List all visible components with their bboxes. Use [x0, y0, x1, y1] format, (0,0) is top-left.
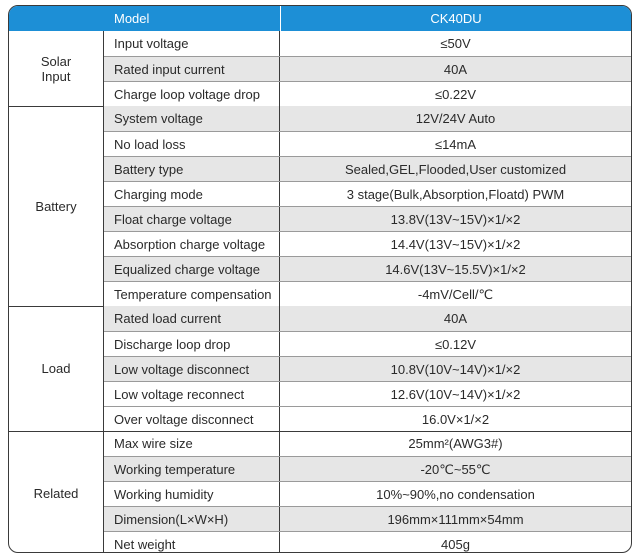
table-row: Float charge voltage 13.8V(13V~15V)×1/×2	[104, 206, 631, 232]
param-name: Working humidity	[104, 482, 280, 507]
table-row: Max wire size 25mm²(AWG3#)	[104, 431, 631, 456]
param-value: 25mm²(AWG3#)	[408, 436, 503, 451]
param-value: 14.4V(13V~15V)×1/×2	[390, 237, 521, 252]
table-row: Discharge loop drop ≤0.12V	[104, 331, 631, 357]
param-value: 3 stage(Bulk,Absorption,Floatd) PWM	[346, 187, 565, 202]
param-value: -20℃~55℃	[420, 462, 491, 477]
param-value: -4mV/Cell/℃	[417, 287, 494, 302]
param-name: Low voltage disconnect	[104, 357, 280, 382]
param-name: Low voltage reconnect	[104, 382, 280, 407]
group-divider	[9, 431, 631, 432]
param-name: Equalized charge voltage	[104, 257, 280, 282]
group-label: Related	[9, 431, 104, 552]
param-name: No load loss	[104, 132, 280, 157]
param-value: 10.8V(10V~14V)×1/×2	[390, 362, 521, 377]
group-label: Battery	[9, 106, 104, 306]
group-label: Load	[9, 306, 104, 431]
spec-table: Model CK40DU Input voltage ≤50V Rated inpu…	[8, 5, 632, 553]
table-row: Input voltage ≤50V	[104, 31, 631, 56]
param-value: ≤0.22V	[434, 87, 477, 102]
param-name: Charge loop voltage drop	[104, 82, 280, 107]
param-value: 16.0V×1/×2	[421, 412, 490, 427]
param-value: 10%~90%,no condensation	[376, 487, 535, 502]
table-row: Equalized charge voltage 14.6V(13V~15.5V)…	[104, 256, 631, 282]
model-label: Model	[114, 11, 150, 26]
table-row: Low voltage disconnect 10.8V(10V~14V)×1/×…	[104, 356, 631, 382]
header-divider	[280, 6, 281, 31]
group-label: Solar Input	[9, 31, 104, 106]
param-value: Sealed,GEL,Flooded,User customized	[344, 162, 567, 177]
param-name: Charging mode	[104, 182, 280, 207]
table-row: Over voltage disconnect 16.0V×1/×2	[104, 406, 631, 432]
param-value: 405g	[441, 537, 470, 552]
table-header: Model CK40DU	[9, 6, 631, 31]
group-load: Rated load current 40A Discharge loop drop…	[9, 306, 631, 432]
param-name: System voltage	[104, 106, 280, 131]
param-name: Rated load current	[104, 306, 280, 331]
table-row: Battery type Sealed,GEL,Flooded,User cust…	[104, 156, 631, 182]
param-name: Float charge voltage	[104, 207, 280, 232]
table-row: Net weight 405g	[104, 531, 631, 552]
param-value: 40A	[443, 311, 468, 326]
table-row: Low voltage reconnect 12.6V(10V~14V)×1/×2	[104, 381, 631, 407]
group-solar-input: Input voltage ≤50V Rated input current 40A C…	[9, 31, 631, 107]
param-name: Discharge loop drop	[104, 332, 280, 357]
param-value: 196mm×111mm×54mm	[387, 512, 524, 527]
param-name: Input voltage	[104, 31, 280, 56]
table-row: Working humidity 10%~90%,no condensation	[104, 481, 631, 507]
param-value: 12.6V(10V~14V)×1/×2	[390, 387, 521, 402]
table-row: Dimension(L×W×H) 196mm×111mm×54mm	[104, 506, 631, 532]
table-row: System voltage 12V/24V Auto	[104, 106, 631, 131]
model-value: CK40DU	[430, 11, 482, 26]
group-related: Max wire size 25mm²(AWG3#) Working tempera…	[9, 431, 631, 552]
param-name: Net weight	[104, 532, 280, 552]
param-value: 13.8V(13V~15V)×1/×2	[390, 212, 521, 227]
param-name: Working temperature	[104, 457, 280, 482]
table-row: Rated input current 40A	[104, 56, 631, 82]
table-row: Rated load current 40A	[104, 306, 631, 331]
param-value: ≤50V	[440, 36, 471, 51]
param-name: Max wire size	[104, 431, 280, 456]
param-value: 40A	[443, 62, 468, 77]
param-value: ≤0.12V	[434, 337, 477, 352]
param-value: 14.6V(13V~15.5V)×1/×2	[385, 262, 526, 277]
param-name: Absorption charge voltage	[104, 232, 280, 257]
param-name: Rated input current	[104, 57, 280, 82]
param-name: Temperature compensation	[104, 282, 280, 307]
table-row: Absorption charge voltage 14.4V(13V~15V)×…	[104, 231, 631, 257]
table-row: Charge loop voltage drop ≤0.22V	[104, 81, 631, 107]
table-row: No load loss ≤14mA	[104, 131, 631, 157]
param-name: Dimension(L×W×H)	[104, 507, 280, 532]
param-name: Over voltage disconnect	[104, 407, 280, 432]
table-row: Temperature compensation -4mV/Cell/℃	[104, 281, 631, 307]
table-row: Charging mode 3 stage(Bulk,Absorption,Flo…	[104, 181, 631, 207]
group-battery: System voltage 12V/24V Auto No load loss ≤1…	[9, 106, 631, 307]
param-value: ≤14mA	[434, 137, 477, 152]
param-value: 12V/24V Auto	[415, 111, 496, 126]
table-row: Working temperature -20℃~55℃	[104, 456, 631, 482]
param-name: Battery type	[104, 157, 280, 182]
